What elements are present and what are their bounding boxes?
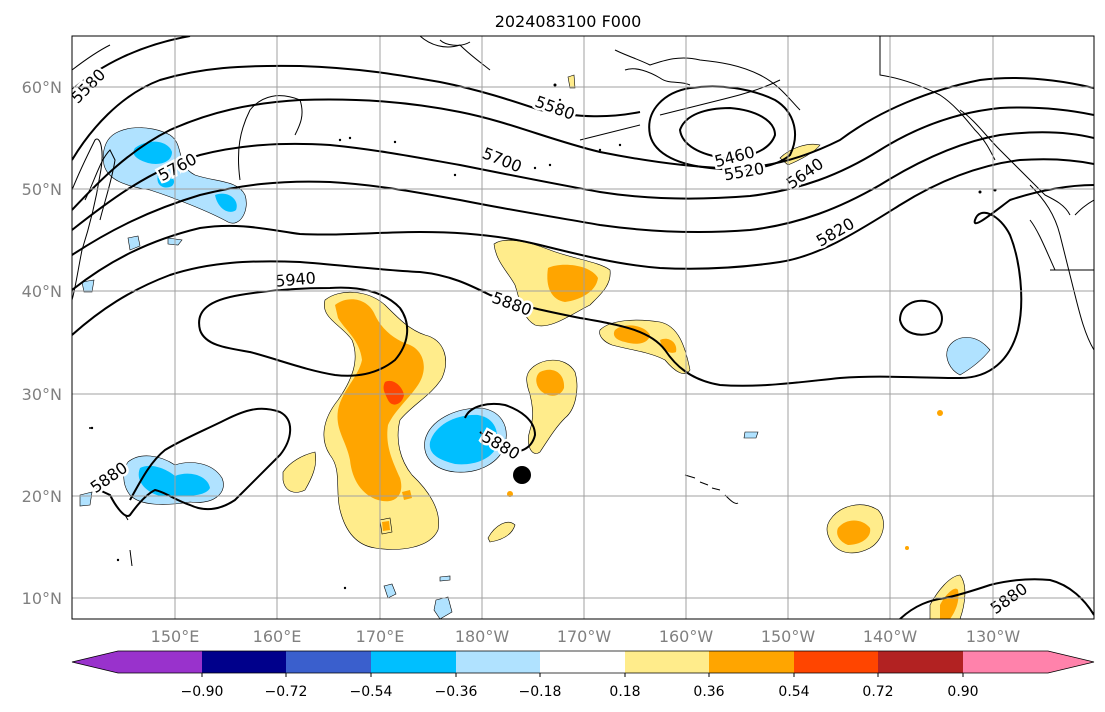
colorbar: [71, 650, 1095, 677]
negative-anomaly-aleutian-core: [133, 141, 172, 164]
lon-label: 130°W: [966, 627, 1021, 646]
colorbar-segment: [709, 651, 794, 673]
contour-label: 5880: [87, 458, 131, 497]
colorbar-tick-label: 0.72: [862, 684, 893, 700]
contour-label: 5940: [274, 268, 316, 290]
colorbar-segment: [286, 651, 371, 673]
colorbar-segment: [963, 651, 1094, 673]
colorbar-tick-label: −0.54: [350, 684, 393, 700]
lon-label: 160°E: [253, 627, 302, 646]
lon-label: 180°W: [455, 627, 510, 646]
lon-label: 150°W: [761, 627, 816, 646]
gridlines: [72, 36, 1094, 619]
lon-label: 170°W: [557, 627, 612, 646]
colorbar-outline: [71, 650, 1095, 674]
latitude-labels: 60°N 50°N 40°N 30°N 20°N 10°N: [22, 78, 62, 608]
colorbar-tick-label: 0.54: [778, 684, 809, 700]
colorbar-segment: [371, 651, 456, 673]
lat-label: 40°N: [22, 282, 62, 301]
colorbar-tick-label: 0.36: [693, 684, 724, 700]
shaded-anomaly-regions: [79, 74, 991, 619]
coastlines: [72, 36, 1094, 567]
lon-label: 160°W: [659, 627, 714, 646]
colorbar-tick-labels: −0.90 −0.72 −0.54 −0.36 −0.18 0.18 0.36 …: [181, 684, 979, 700]
island-dots: [90, 83, 997, 590]
map-title: 2024083100 F000: [495, 12, 642, 31]
colorbar-tick-label: −0.36: [435, 684, 478, 700]
lat-label: 50°N: [22, 180, 62, 199]
height-contours: [72, 36, 1094, 619]
lon-label: 140°W: [863, 627, 918, 646]
map-frame: [71, 35, 1095, 620]
contour-label: 5820: [813, 214, 858, 251]
contour-label: 5700: [480, 143, 525, 176]
lat-label: 60°N: [22, 78, 62, 97]
colorbar-segment: [794, 651, 878, 673]
colorbar-tick-label: −0.18: [519, 684, 562, 700]
lon-label: 170°E: [356, 627, 405, 646]
colorbar-segment: [540, 651, 625, 673]
lat-label: 10°N: [22, 589, 62, 608]
contour-label: 5580: [67, 65, 109, 107]
colorbar-tick-label: 0.90: [947, 684, 978, 700]
colorbar-segment: [456, 651, 540, 673]
colorbar-tick-label: −0.90: [181, 684, 224, 700]
negative-anomaly-central-core: [429, 414, 498, 465]
colorbar-tick-label: 0.18: [609, 684, 640, 700]
longitude-labels: 150°E 160°E 170°E 180°W 170°W 160°W 150°…: [151, 627, 1021, 646]
lat-label: 30°N: [22, 385, 62, 404]
positive-anomaly-central-peak: [383, 380, 404, 405]
colorbar-tick-label: −0.72: [265, 684, 308, 700]
lat-label: 20°N: [22, 487, 62, 506]
colorbar-segment: [202, 651, 286, 673]
colorbar-segment: [625, 651, 709, 673]
colorbar-segment: [878, 651, 963, 673]
lon-label: 150°E: [151, 627, 200, 646]
contour-label: 5580: [533, 92, 578, 124]
storm-position-dot: [513, 466, 531, 484]
colorbar-segment: [72, 651, 202, 673]
